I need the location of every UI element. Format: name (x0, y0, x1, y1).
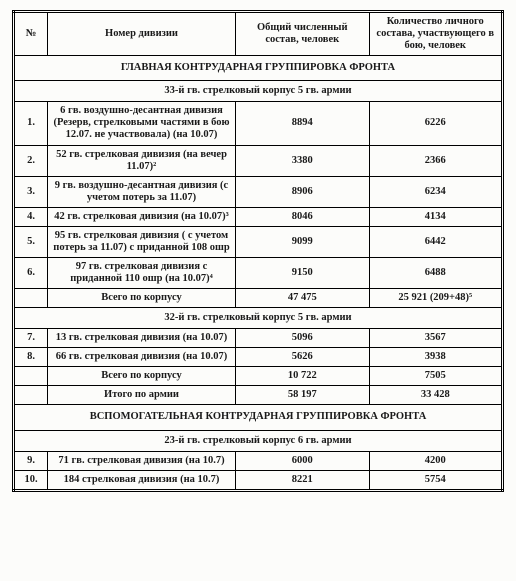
row-total: 6000 (236, 451, 370, 470)
row-division: 184 стрелковая дивизия (на 10.7) (48, 470, 236, 490)
row-total: 5096 (236, 329, 370, 348)
row-combat: 5754 (369, 470, 503, 490)
row-combat: 3567 (369, 329, 503, 348)
table-row: 3. 9 гв. воздушно-десантная дивизия (с у… (14, 176, 503, 207)
row-total: 8221 (236, 470, 370, 490)
row-total: 3380 (236, 145, 370, 176)
col-combat: Количество личного состава, участвующего… (369, 12, 503, 56)
row-num: 5. (14, 226, 48, 257)
total-value: 7505 (369, 367, 503, 386)
army-5-total: Итого по армии 58 197 33 428 (14, 386, 503, 405)
row-total: 8906 (236, 176, 370, 207)
table-row: 6. 97 гв. стрелковая дивизия с приданной… (14, 257, 503, 288)
troop-strength-table: № Номер дивизии Общий численный состав, … (12, 10, 504, 492)
row-total: 8046 (236, 207, 370, 226)
row-num: 4. (14, 207, 48, 226)
row-combat: 6442 (369, 226, 503, 257)
total-label: Итого по армии (48, 386, 236, 405)
row-total: 9150 (236, 257, 370, 288)
row-combat: 6234 (369, 176, 503, 207)
row-division: 66 гв. стрелковая дивизия (на 10.07) (48, 348, 236, 367)
row-division: 42 гв. стрелковая дивизия (на 10.07)³ (48, 207, 236, 226)
total-value: 10 722 (236, 367, 370, 386)
row-division: 71 гв. стрелковая дивизия (на 10.7) (48, 451, 236, 470)
row-division: 52 гв. стрелковая дивизия (на вечер 11.0… (48, 145, 236, 176)
row-division: 13 гв. стрелковая дивизия (на 10.07) (48, 329, 236, 348)
corps-32-header: 32-й гв. стрелковый корпус 5 гв. армии (14, 308, 503, 329)
table-row: 9. 71 гв. стрелковая дивизия (на 10.7) 6… (14, 451, 503, 470)
total-value: 47 475 (236, 289, 370, 308)
table-row: 7. 13 гв. стрелковая дивизия (на 10.07) … (14, 329, 503, 348)
row-total: 5626 (236, 348, 370, 367)
total-value: 33 428 (369, 386, 503, 405)
row-total: 9099 (236, 226, 370, 257)
row-combat: 6226 (369, 102, 503, 145)
row-combat: 2366 (369, 145, 503, 176)
row-division: 97 гв. стрелковая дивизия с приданной 11… (48, 257, 236, 288)
col-num: № (14, 12, 48, 56)
row-division: 6 гв. воздушно-десантная дивизия (Резерв… (48, 102, 236, 145)
row-division: 9 гв. воздушно-десантная дивизия (с учет… (48, 176, 236, 207)
row-num: 6. (14, 257, 48, 288)
row-combat: 4200 (369, 451, 503, 470)
row-division: 95 гв. стрелковая дивизия ( с учетом пот… (48, 226, 236, 257)
table-row: 1. 6 гв. воздушно-десантная дивизия (Рез… (14, 102, 503, 145)
section-main: ГЛАВНАЯ КОНТРУДАРНАЯ ГРУППИРОВКА ФРОНТА (14, 56, 503, 81)
row-num: 2. (14, 145, 48, 176)
row-total: 8894 (236, 102, 370, 145)
corps-33-header: 33-й гв. стрелковый корпус 5 гв. армии (14, 81, 503, 102)
total-label: Всего по корпусу (48, 367, 236, 386)
table-row: 10. 184 стрелковая дивизия (на 10.7) 822… (14, 470, 503, 490)
table-row: 5. 95 гв. стрелковая дивизия ( с учетом … (14, 226, 503, 257)
row-num: 7. (14, 329, 48, 348)
corps-32-total: Всего по корпусу 10 722 7505 (14, 367, 503, 386)
row-combat: 6488 (369, 257, 503, 288)
row-combat: 4134 (369, 207, 503, 226)
table-row: 8. 66 гв. стрелковая дивизия (на 10.07) … (14, 348, 503, 367)
total-value: 58 197 (236, 386, 370, 405)
row-num: 10. (14, 470, 48, 490)
corps-33-total: Всего по корпусу 47 475 25 921 (209+48)⁵ (14, 289, 503, 308)
row-num: 3. (14, 176, 48, 207)
total-label: Всего по корпусу (48, 289, 236, 308)
corps-23-header: 23-й гв. стрелковый корпус 6 гв. армии (14, 430, 503, 451)
row-num: 8. (14, 348, 48, 367)
row-num: 9. (14, 451, 48, 470)
row-num: 1. (14, 102, 48, 145)
table-row: 2. 52 гв. стрелковая дивизия (на вечер 1… (14, 145, 503, 176)
row-combat: 3938 (369, 348, 503, 367)
total-value: 25 921 (209+48)⁵ (369, 289, 503, 308)
section-aux: ВСПОМОГАТЕЛЬНАЯ КОНТРУДАРНАЯ ГРУППИРОВКА… (14, 405, 503, 430)
col-total: Общий численный состав, человек (236, 12, 370, 56)
col-division: Номер дивизии (48, 12, 236, 56)
table-row: 4. 42 гв. стрелковая дивизия (на 10.07)³… (14, 207, 503, 226)
